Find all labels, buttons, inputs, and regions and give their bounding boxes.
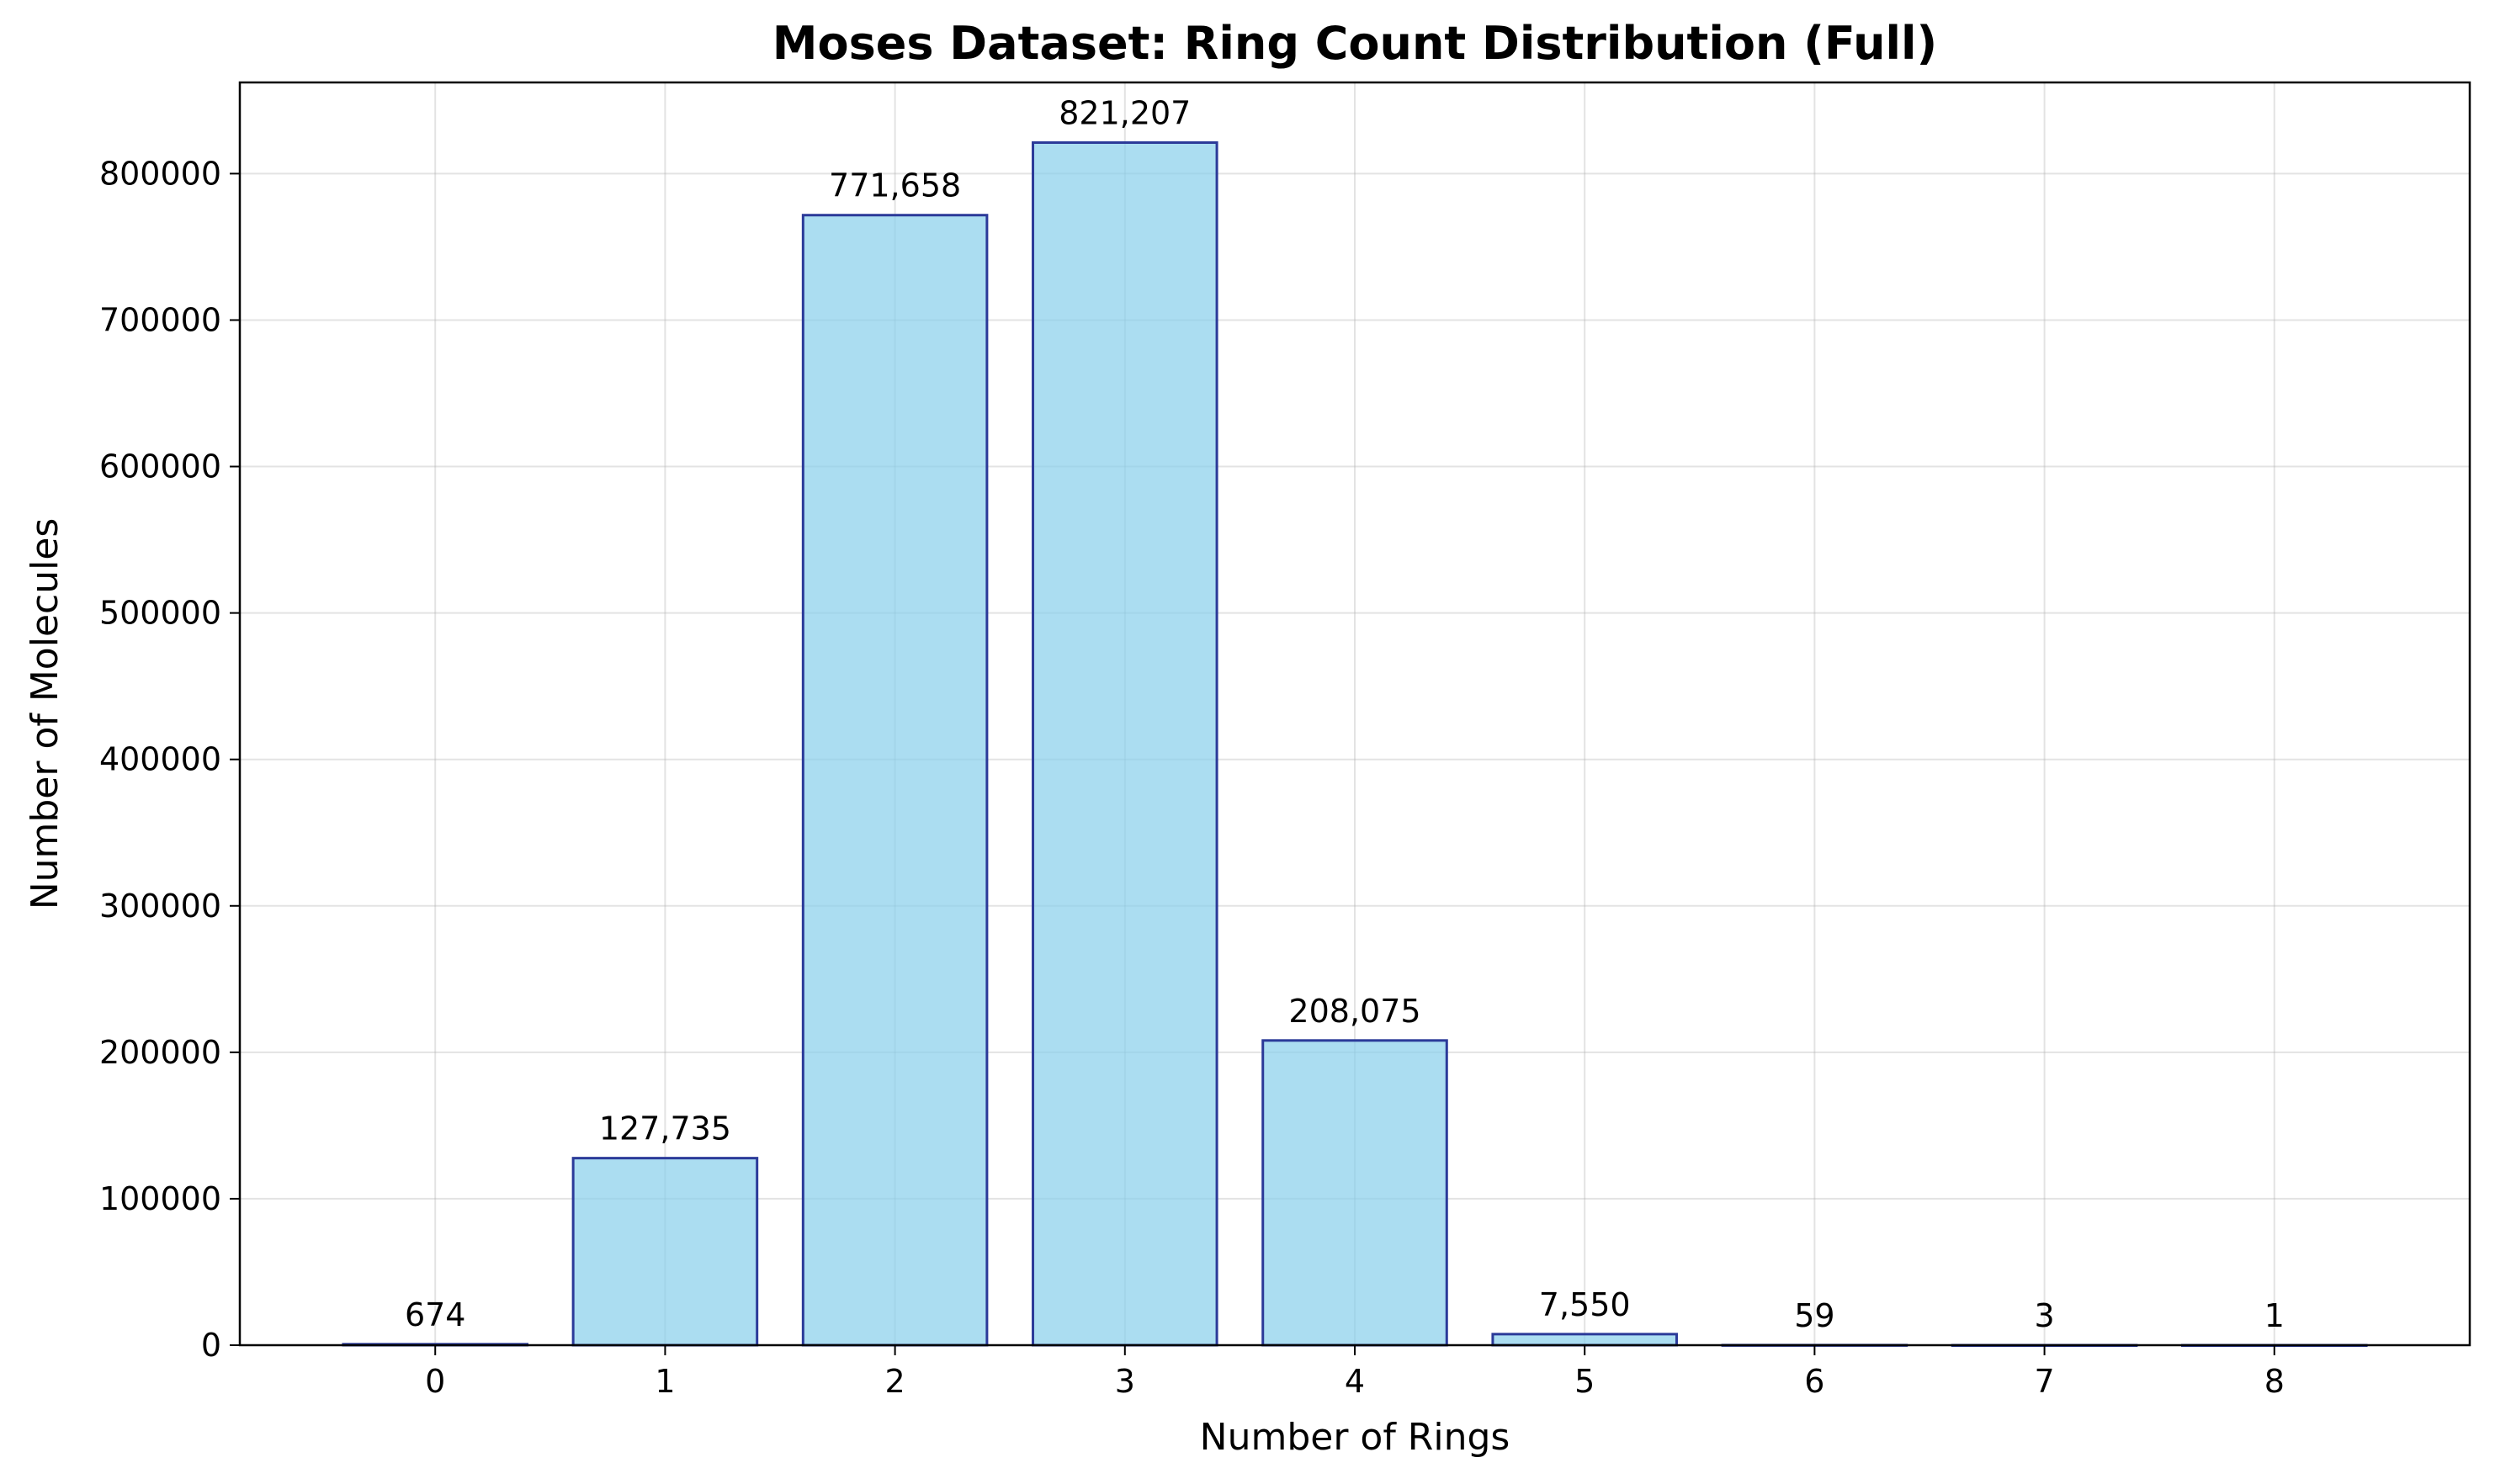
x-tick-label: 8 (2264, 1363, 2285, 1400)
y-tick-label: 600000 (99, 448, 221, 485)
bar-3 (1032, 140, 1218, 1347)
y-tick-label: 100000 (99, 1180, 221, 1217)
bar-5 (1491, 1333, 1678, 1347)
bar-4 (1261, 1039, 1448, 1347)
bar-1 (571, 1157, 759, 1347)
y-tick-label: 700000 (99, 301, 221, 338)
x-tick-label: 2 (885, 1363, 905, 1400)
data-label: 127,735 (599, 1110, 731, 1147)
y-tick-label: 800000 (99, 155, 221, 192)
data-label: 7,550 (1539, 1286, 1631, 1323)
x-axis-ticks: 0 1 2 3 4 5 6 7 8 (425, 1345, 2285, 1400)
y-tick-label: 0 (201, 1327, 221, 1364)
data-label: 771,658 (829, 167, 961, 204)
x-tick-label: 4 (1345, 1363, 1365, 1400)
y-axis-ticks: 0 100000 200000 300000 400000 500000 600000 700… (99, 155, 240, 1364)
x-tick-label: 6 (1804, 1363, 1824, 1400)
x-tick-label: 3 (1115, 1363, 1135, 1400)
x-tick-label: 7 (2034, 1363, 2054, 1400)
data-label: 208,075 (1288, 993, 1420, 1030)
data-labels: 674 127,735 771,658 821,207 208,075 7,550 59 3 1 (405, 94, 2285, 1334)
y-axis-label: Number of Molecules (24, 518, 66, 910)
y-tick-label: 300000 (99, 888, 221, 925)
data-label: 674 (405, 1296, 466, 1333)
x-axis-label: Number of Rings (1200, 1416, 1510, 1459)
x-tick-label: 5 (1574, 1363, 1595, 1400)
x-tick-label: 1 (655, 1363, 675, 1400)
x-tick-label: 0 (425, 1363, 445, 1400)
data-label: 1 (2264, 1297, 2285, 1334)
bar-2 (801, 214, 989, 1347)
data-label: 821,207 (1059, 94, 1191, 131)
data-label: 59 (1794, 1297, 1834, 1334)
data-label: 3 (2034, 1297, 2054, 1334)
bars (342, 140, 2368, 1347)
y-tick-label: 500000 (99, 595, 221, 632)
y-tick-label: 400000 (99, 741, 221, 778)
y-tick-label: 200000 (99, 1034, 221, 1071)
chart-title: Moses Dataset: Ring Count Distribution (… (772, 17, 1937, 70)
